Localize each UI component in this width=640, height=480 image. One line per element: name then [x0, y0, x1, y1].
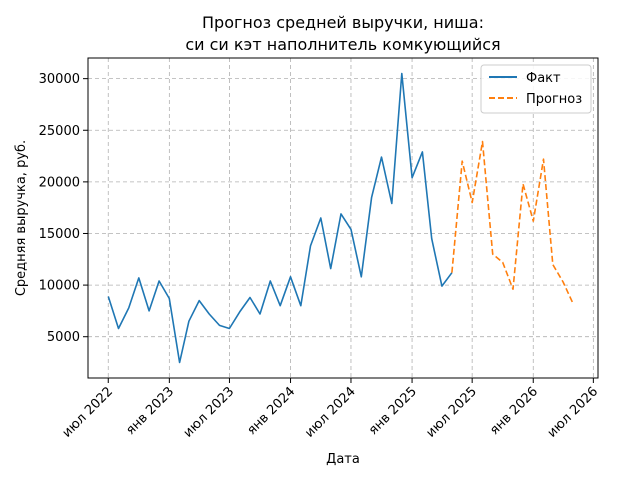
- y-axis-ticks: 5000 10000 15000 20000 25000 30000: [39, 72, 88, 345]
- grid: [88, 58, 598, 378]
- x-tick-label: июл 2023: [181, 384, 238, 441]
- x-axis-ticks: июл 2022 янв 2023 июл 2023 янв 2024 июл 2024…: [60, 378, 602, 441]
- x-tick-label: янв 2025: [366, 384, 420, 438]
- x-tick-label: янв 2023: [123, 384, 177, 438]
- x-tick-label: июл 2022: [60, 384, 117, 441]
- y-tick-label: 20000: [39, 175, 80, 190]
- series-line-forecast: [451, 140, 574, 305]
- plot-frame: [87, 57, 599, 379]
- legend-label-fact: Факт: [526, 71, 561, 86]
- x-tick-label: янв 2024: [244, 384, 298, 438]
- y-tick-label: 10000: [39, 279, 80, 294]
- y-tick-label: 15000: [39, 227, 80, 242]
- chart-title-line-1: Прогноз средней выручки, ниша:: [202, 13, 484, 32]
- y-tick-label: 30000: [39, 72, 80, 87]
- x-tick-label: июл 2026: [545, 384, 602, 441]
- chart-title-line-2: си си кэт наполнитель комкующийся: [185, 35, 500, 54]
- legend: Факт Прогноз: [480, 64, 592, 114]
- y-tick-label: 5000: [47, 330, 80, 345]
- x-tick-label: июл 2024: [302, 384, 359, 441]
- series-layer: [107, 72, 574, 364]
- legend-label-forecast: Прогноз: [526, 92, 582, 107]
- x-tick-label: июл 2025: [423, 384, 480, 441]
- y-axis-label: Средняя выручка, руб.: [14, 140, 29, 296]
- x-axis-label: Дата: [326, 452, 360, 467]
- series-line-fact: [107, 72, 453, 364]
- y-tick-label: 25000: [39, 124, 80, 139]
- x-tick-label: янв 2026: [487, 384, 541, 438]
